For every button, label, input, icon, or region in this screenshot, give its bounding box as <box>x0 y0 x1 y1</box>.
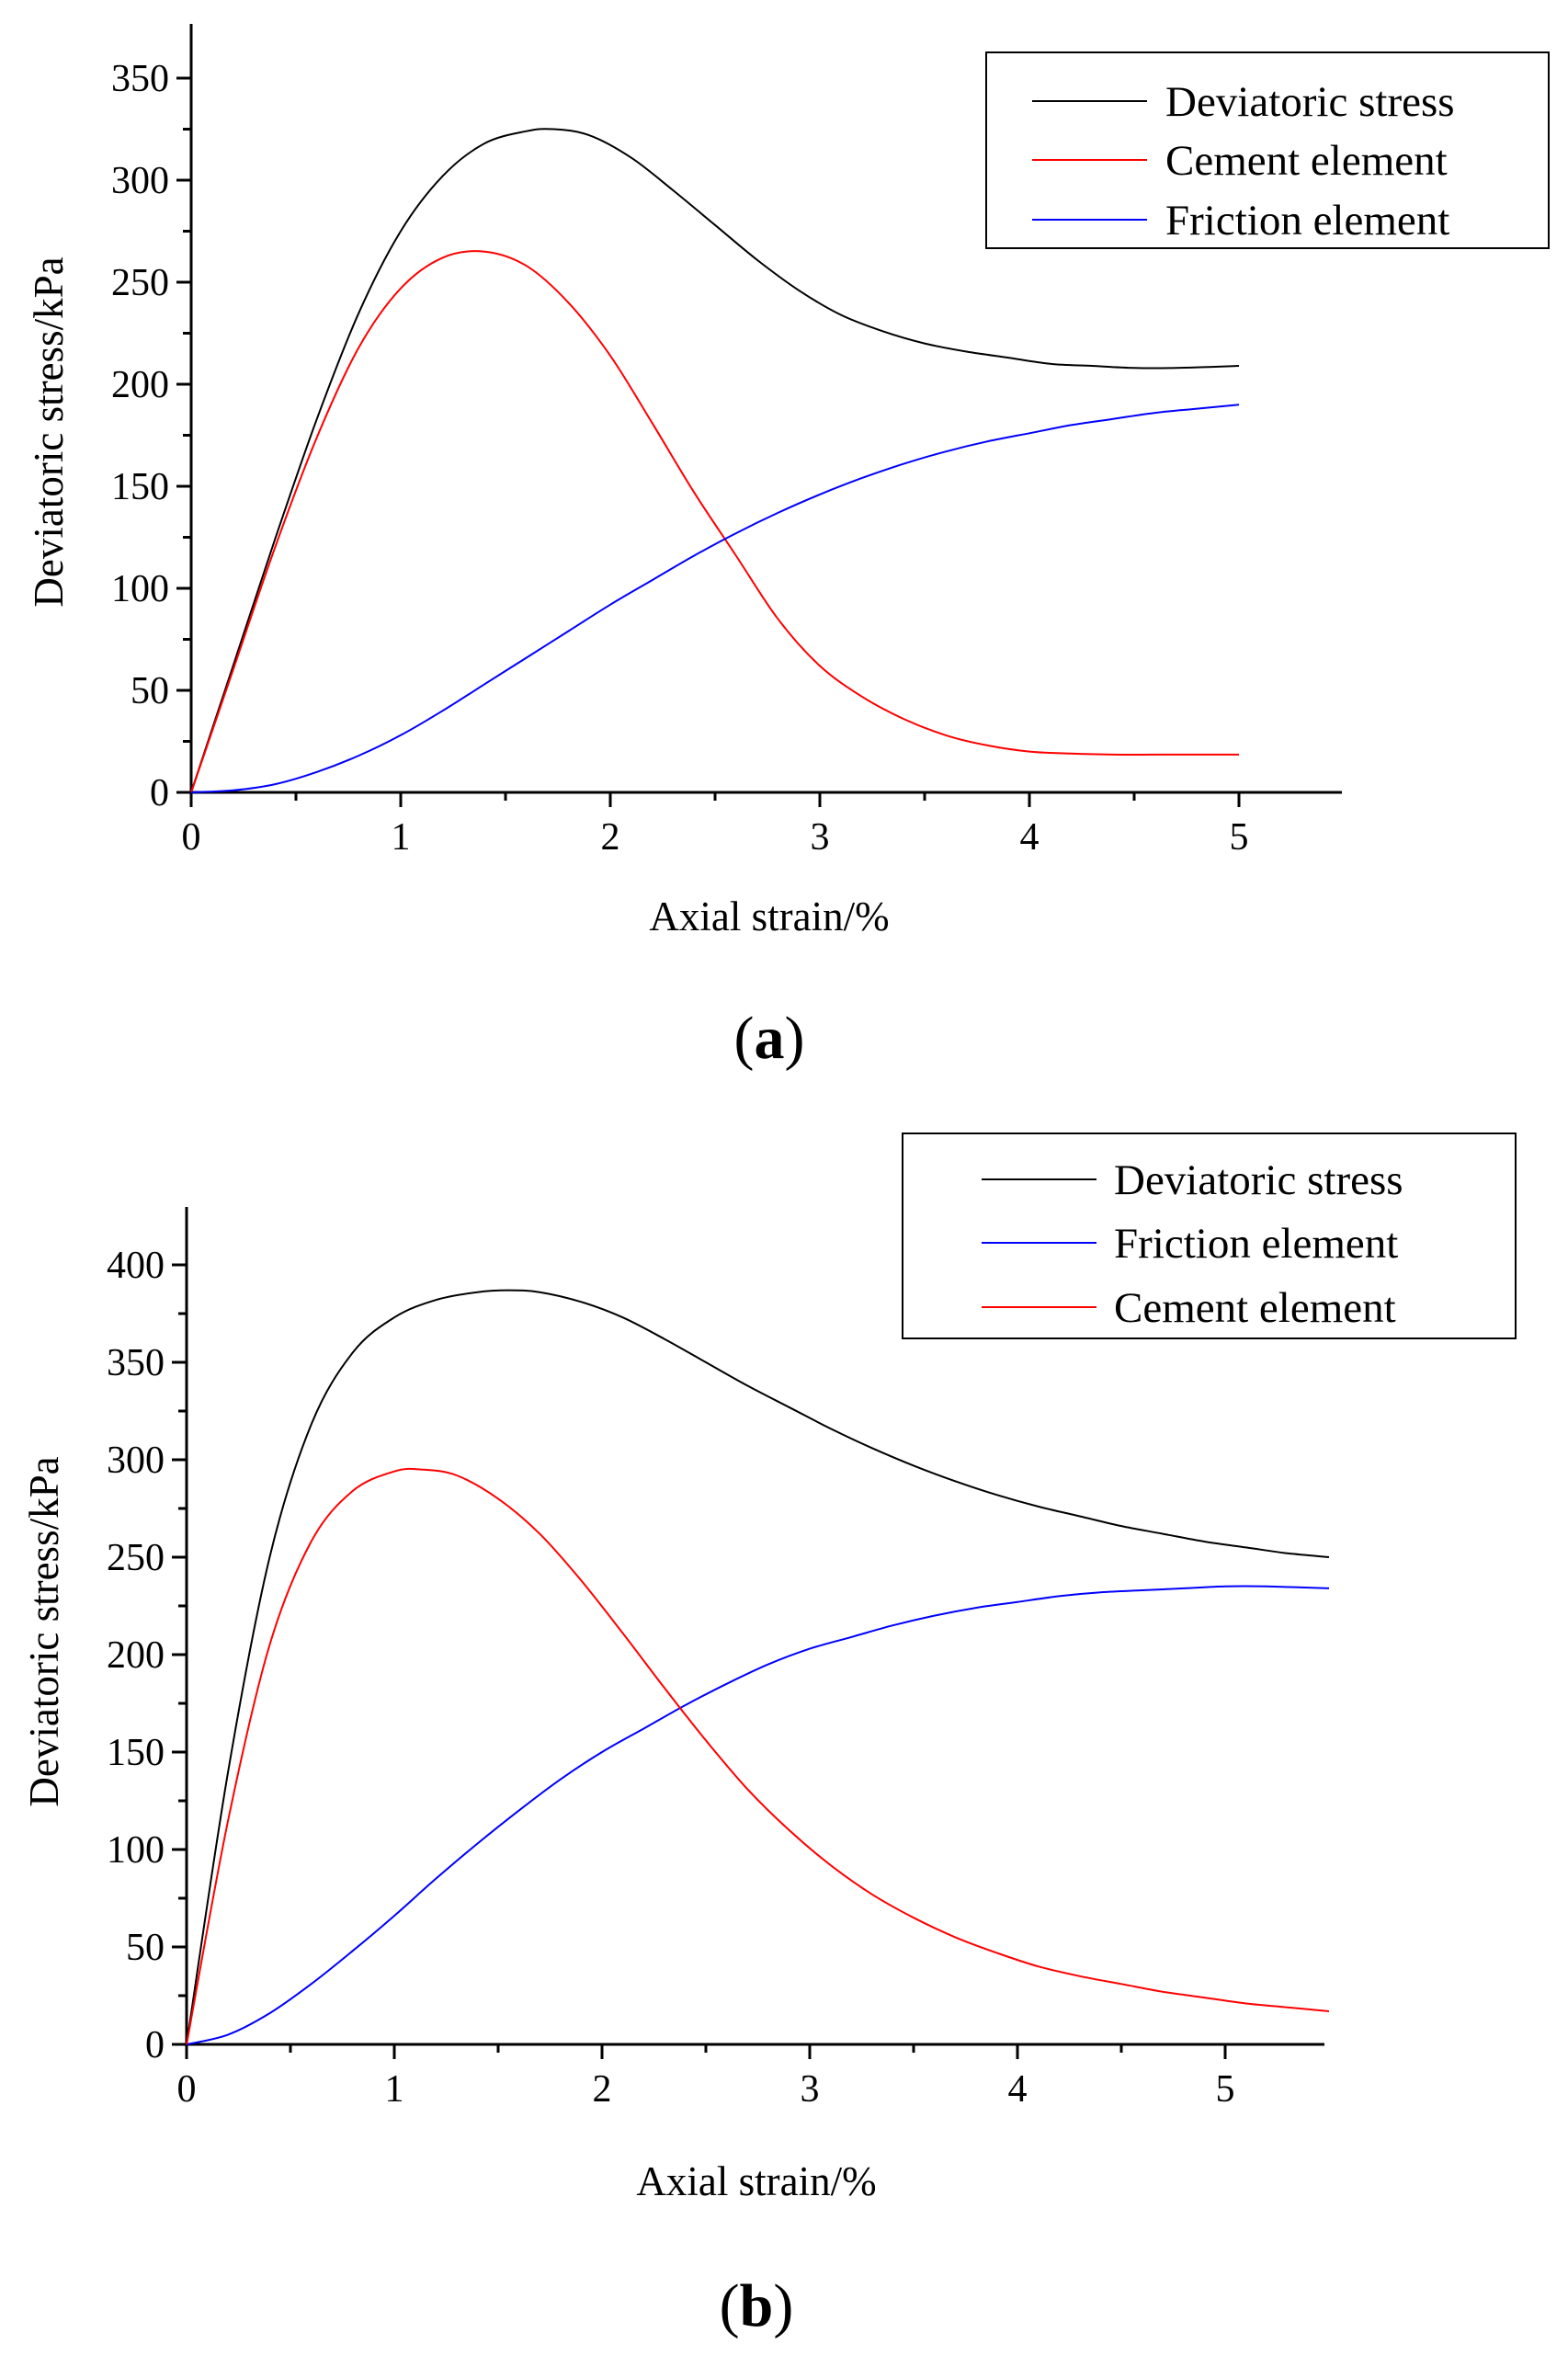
legend-box <box>985 51 1550 249</box>
series-line-friction-element <box>186 1585 1330 2045</box>
series-line-deviatoric-stress <box>186 1289 1330 2045</box>
legend-label: Deviatoric stress <box>1114 1156 1403 1204</box>
x-tick-label: 3 <box>801 2068 820 2111</box>
x-tick-label: 5 <box>1216 2068 1235 2111</box>
x-tick-label: 0 <box>177 2068 197 2111</box>
x-axis-title: Axial strain/% <box>649 893 889 939</box>
x-tick-label: 0 <box>182 816 201 859</box>
x-tick-label: 5 <box>1230 816 1249 859</box>
legend-label: Deviatoric stress <box>1165 78 1455 126</box>
x-tick-label: 4 <box>1008 2068 1028 2111</box>
y-tick-label: 250 <box>107 1537 165 1579</box>
y-tick-label: 0 <box>150 772 169 814</box>
y-tick-label: 350 <box>111 58 169 100</box>
x-tick-label: 1 <box>385 2068 404 2111</box>
y-tick-label: 400 <box>107 1245 165 1287</box>
x-tick-label: 1 <box>392 816 411 859</box>
y-tick-label: 150 <box>111 466 169 508</box>
y-tick-label: 300 <box>107 1440 165 1482</box>
y-tick-label: 100 <box>111 568 169 610</box>
panel-b-legend: Deviatoric stress Friction element Cemen… <box>902 1132 1517 1339</box>
series-line-cement-element <box>190 250 1239 793</box>
x-tick-label: 3 <box>811 816 830 859</box>
y-axis-title: Deviatoric stress/kPa <box>26 256 72 607</box>
series-line-friction-element <box>190 404 1240 793</box>
y-tick-label: 150 <box>107 1732 165 1774</box>
y-tick-label: 100 <box>107 1829 165 1872</box>
panel-label-a: (a) <box>734 1005 805 1072</box>
y-tick-label: 250 <box>111 262 169 304</box>
panel-b-series <box>186 1289 1330 2045</box>
y-tick-label: 50 <box>126 1927 165 1969</box>
legend-label: Cement element <box>1114 1284 1396 1332</box>
panel-a-legend: Deviatoric stress Cement element Frictio… <box>985 51 1550 249</box>
y-tick-label: 200 <box>111 364 169 406</box>
panel-a-series <box>190 128 1240 793</box>
y-tick-label: 200 <box>107 1634 165 1677</box>
x-axis-title: Axial strain/% <box>636 2158 876 2204</box>
series-line-deviatoric-stress <box>190 128 1240 793</box>
y-tick-label: 350 <box>107 1342 165 1384</box>
legend-label: Friction element <box>1165 197 1449 245</box>
legend-box <box>902 1132 1517 1339</box>
panel-label-b: (b) <box>720 2272 794 2339</box>
x-tick-label: 2 <box>601 816 620 859</box>
legend-label: Friction element <box>1114 1220 1398 1268</box>
legend-label: Cement element <box>1165 137 1448 185</box>
x-tick-label: 4 <box>1020 816 1040 859</box>
y-tick-label: 0 <box>145 2024 165 2066</box>
series-line-cement-element <box>186 1467 1330 2045</box>
y-tick-label: 50 <box>131 670 169 712</box>
x-tick-label: 2 <box>593 2068 612 2111</box>
y-tick-label: 300 <box>111 160 169 202</box>
y-axis-title: Deviatoric stress/kPa <box>21 1456 67 1806</box>
